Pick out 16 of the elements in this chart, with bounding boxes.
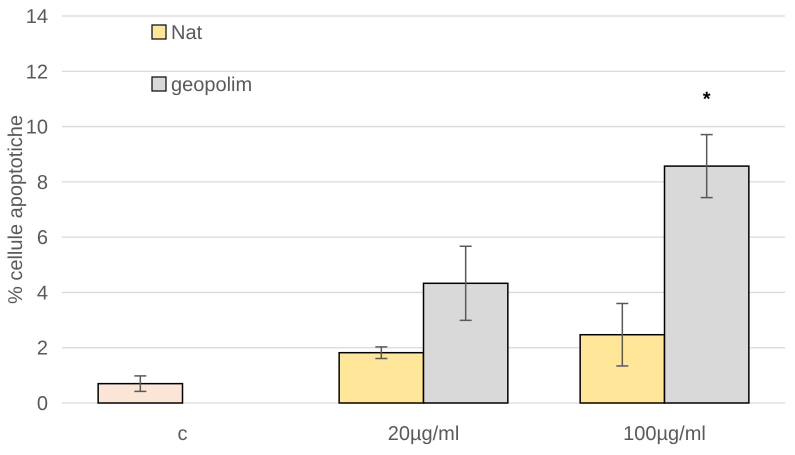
x-tick-label: 20µg/ml [388,423,460,445]
y-tick-label: 8 [36,172,48,194]
y-tick-label: 0 [36,393,48,415]
legend-label: geopolim [171,74,252,96]
y-tick-label: 12 [26,61,48,84]
legend-label: Nat [171,22,203,44]
y-tick-label: 2 [36,338,48,360]
y-axis-title: % cellule apoptotiche [5,114,27,304]
y-tick-label: 14 [26,6,48,28]
y-tick-label: 6 [36,227,48,250]
bar [97,382,184,404]
annotation: * [702,88,711,111]
x-tick-label: c [178,423,188,445]
x-tick-label: 100µg/ml [623,423,706,445]
y-tick-label: 4 [36,282,48,304]
y-tick-label: 10 [26,116,48,139]
